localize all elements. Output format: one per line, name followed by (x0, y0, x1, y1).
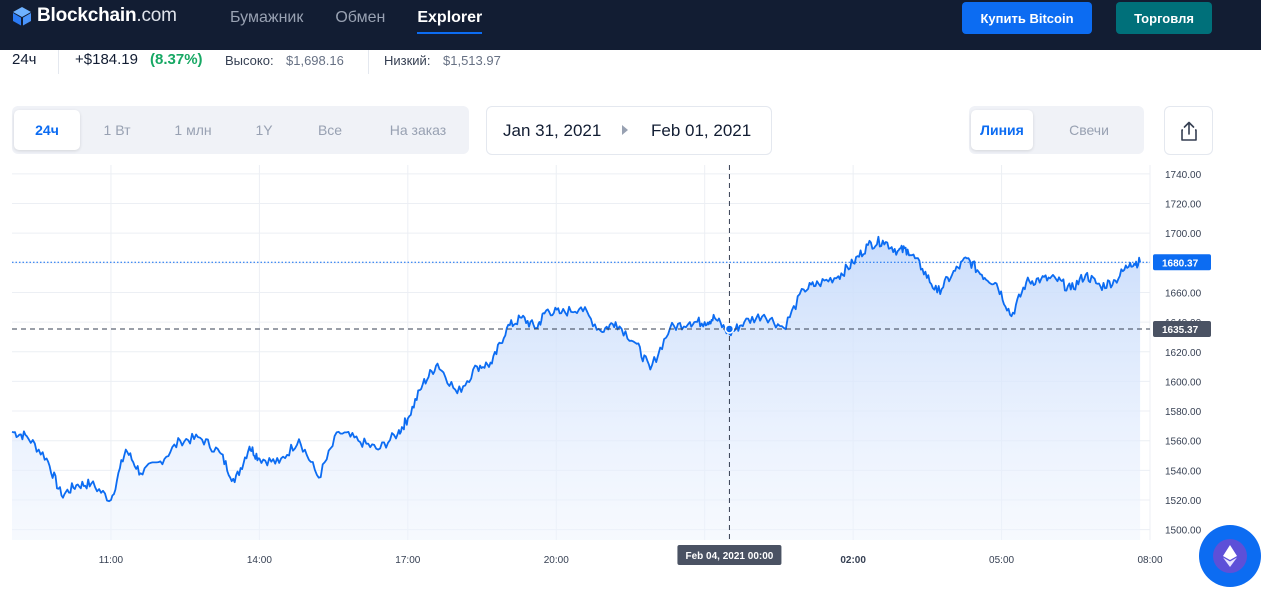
blockchain-logo-icon (13, 7, 31, 26)
range-1y-button[interactable]: 1Y (255, 122, 273, 138)
y-tick-label: 1600.00 (1165, 377, 1202, 388)
range-1w-button[interactable]: 1 Вт (103, 122, 131, 138)
high-value: $1,698.16 (286, 53, 344, 68)
y-tick-label: 1520.00 (1165, 496, 1202, 507)
main-nav: Бумажник Обмен Explorer (230, 9, 514, 34)
y-tick-label: 1500.00 (1165, 526, 1202, 537)
price-series-line (11, 235, 1141, 503)
crosshair-price-label: 1635.37 (1162, 325, 1199, 336)
x-tick-label: 05:00 (989, 555, 1014, 566)
range-custom-button[interactable]: На заказ (389, 122, 447, 138)
low-value: $1,513.97 (443, 53, 501, 68)
time-range-selector: 24ч 1 Вт 1 млн 1Y Все На заказ (12, 106, 469, 154)
crosshair-price-tag (1153, 320, 1211, 337)
date-range-picker[interactable]: Jan 31, 2021 Feb 01, 2021 (486, 106, 772, 155)
ethereum-fab-button[interactable] (1199, 525, 1261, 587)
nav-exchange[interactable]: Обмен (335, 9, 386, 26)
price-chart[interactable]: 1500.00 1520.00 1540.00 1560.00 1580.00 1600.… (0, 165, 1261, 593)
stats-divider (368, 50, 369, 74)
crosshair-time-tag (677, 545, 782, 565)
x-tick-label: 08:00 (1137, 555, 1162, 566)
range-24h-button[interactable]: 24ч (14, 110, 80, 150)
range-all-button[interactable]: Все (317, 122, 343, 138)
nav-wallet[interactable]: Бумажник (230, 9, 304, 26)
low-label: Низкий: (384, 53, 431, 68)
date-from[interactable]: Jan 31, 2021 (503, 121, 602, 140)
date-to[interactable]: Feb 01, 2021 (651, 121, 752, 140)
x-tick-label: 11:00 (99, 555, 124, 566)
buy-bitcoin-button[interactable]: Купить Bitcoin (962, 2, 1092, 34)
price-stats-row: 24ч +$184.19 (8.37%) Высоко: $1,698.16 Н… (0, 50, 1261, 74)
current-price-label: 1680.37 (1162, 258, 1199, 269)
stats-divider (58, 50, 59, 74)
price-change: +$184.19 (75, 51, 138, 68)
price-change-percent: (8.37%) (150, 51, 203, 68)
high-label: Высоко: (225, 53, 274, 68)
y-tick-label: 1700.00 (1165, 229, 1202, 240)
logo-text: Blockchain.com (37, 5, 177, 26)
chart-type-candles-button[interactable]: Свечи (1069, 122, 1109, 138)
top-navigation-bar: Blockchain.com Бумажник Обмен Explorer К… (0, 0, 1261, 50)
ethereum-icon (1213, 539, 1247, 573)
price-area-fill (12, 236, 1141, 541)
share-icon (1180, 121, 1197, 141)
y-tick-label: 1660.00 (1165, 288, 1202, 299)
y-tick-label: 1580.00 (1165, 407, 1202, 418)
nav-explorer[interactable]: Explorer (417, 9, 483, 34)
current-price-tag (1153, 254, 1211, 271)
arrow-right-icon (622, 125, 628, 135)
range-1m-button[interactable]: 1 млн (174, 122, 212, 138)
trade-button[interactable]: Торговля (1116, 2, 1212, 34)
chart-type-selector: Линия Свечи (969, 106, 1144, 154)
logo[interactable]: Blockchain.com (12, 5, 177, 27)
share-button[interactable] (1164, 106, 1213, 155)
y-tick-label: 1560.00 (1165, 437, 1202, 448)
x-tick-label: 17:00 (395, 555, 420, 566)
crosshair-point (724, 324, 735, 334)
y-tick-label: 1720.00 (1165, 200, 1202, 211)
crosshair-time-label: Feb 04, 2021 00:00 (686, 551, 774, 562)
stats-period: 24ч (12, 51, 37, 68)
y-tick-label: 1540.00 (1165, 466, 1202, 477)
chart-type-line-button[interactable]: Линия (971, 110, 1033, 150)
y-tick-label: 1740.00 (1165, 170, 1202, 181)
y-tick-label: 1620.00 (1165, 348, 1202, 359)
x-tick-label: 02:00 (840, 555, 866, 566)
x-tick-label: 14:00 (247, 555, 272, 566)
x-tick-label: 20:00 (544, 555, 569, 566)
